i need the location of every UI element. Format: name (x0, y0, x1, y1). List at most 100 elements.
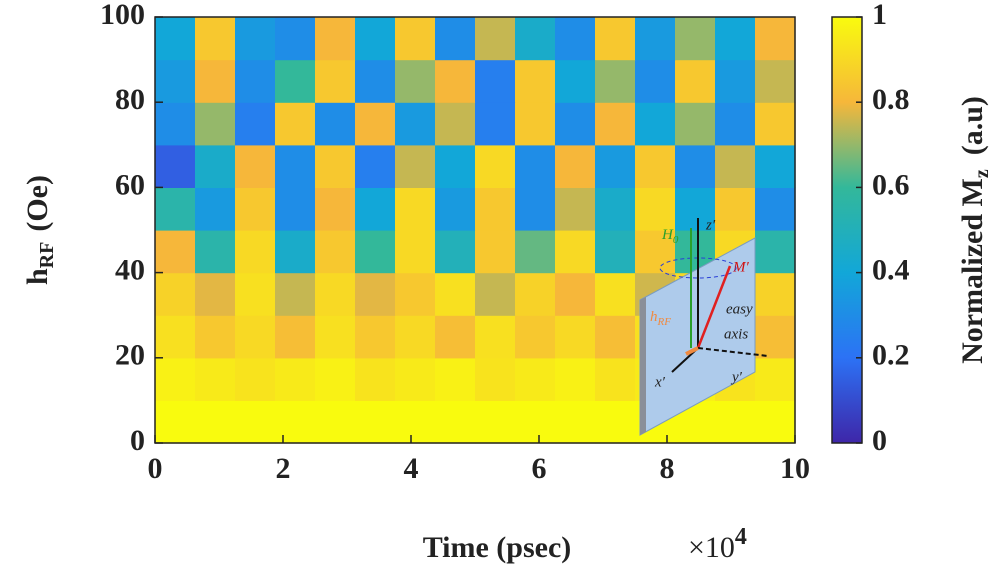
heatmap-cell (555, 17, 596, 61)
heatmap-cell (435, 17, 476, 61)
heatmap-cell (755, 357, 796, 401)
colorbar-label: Normalized Mz (a.u) (956, 96, 993, 364)
heatmap-cell (755, 59, 796, 103)
hrf-label: hRF (650, 309, 671, 327)
heatmap-cell (395, 144, 436, 188)
heatmap-cell (595, 357, 636, 401)
heatmap-cell (755, 102, 796, 146)
x-tick-label: 10 (780, 452, 810, 485)
hrf-sub: RF (657, 316, 672, 328)
m-label: M′ (732, 259, 749, 275)
heatmap-cell (755, 230, 796, 274)
heatmap-cell (315, 357, 356, 401)
heatmap-cell (395, 59, 436, 103)
heatmap-cell (555, 272, 596, 316)
heatmap-cell (155, 17, 196, 61)
heatmap-cell (515, 357, 556, 401)
colorbar (831, 16, 863, 444)
heatmap-cell (275, 357, 316, 401)
plate-edge (640, 297, 646, 435)
colorbar-tick-label: 0.2 (872, 339, 910, 372)
y-label-sub: RF (36, 242, 58, 269)
heatmap-cell (355, 17, 396, 61)
heatmap-cell (195, 144, 236, 188)
colorbar-tick-label: 0.6 (872, 168, 910, 201)
heatmap-cell (235, 187, 276, 231)
heatmap-cell (355, 187, 396, 231)
heatmap-cell (515, 17, 556, 61)
axis-label: axis (724, 326, 748, 342)
heatmap-cell (315, 315, 356, 359)
heatmap-cell (755, 17, 796, 61)
x-tick-label: 4 (404, 452, 419, 485)
heatmap-cell (675, 187, 716, 231)
heatmap-cell (475, 17, 516, 61)
y-tick-label: 80 (115, 83, 145, 116)
x-prime-label: x′ (654, 374, 666, 390)
heatmap-cell (235, 357, 276, 401)
heatmap-cell (235, 272, 276, 316)
heatmap-cell (635, 59, 676, 103)
m-arrow (696, 265, 732, 349)
multiplier-exponent: 4 (735, 524, 747, 550)
heatmap-cell (315, 17, 356, 61)
heatmap-cell (395, 400, 436, 444)
y-axis (697, 347, 769, 357)
heatmap-cell (475, 272, 516, 316)
heatmap-cell (195, 315, 236, 359)
heatmap-cell (315, 230, 356, 274)
heatmap-cell (635, 187, 676, 231)
heatmap-cell (275, 17, 316, 61)
heatmap-cell (595, 102, 636, 146)
heatmap-cell (355, 357, 396, 401)
heatmap-cell (435, 59, 476, 103)
heatmap-cell (155, 144, 196, 188)
heatmap-cell (435, 272, 476, 316)
heatmap-cell (675, 144, 716, 188)
heatmap-cell (595, 144, 636, 188)
easy-label: easy (726, 301, 753, 317)
hrf-arrow (685, 346, 699, 356)
x-tick-label: 2 (276, 452, 291, 485)
y-tick-label: 100 (100, 0, 145, 31)
heatmap-cell (435, 400, 476, 444)
y-axis-label: hRF (Oe) (21, 175, 58, 285)
y-tick-label: 60 (115, 168, 145, 201)
heatmap-cell (315, 102, 356, 146)
heatmap-cell (235, 17, 276, 61)
colorbar-tick-label: 0.4 (872, 253, 910, 286)
heatmap-cell (475, 357, 516, 401)
heatmap-cell (275, 315, 316, 359)
heatmap-cell (475, 59, 516, 103)
heatmap-cell (715, 144, 756, 188)
heatmap-cell (435, 187, 476, 231)
heatmap-cell (315, 272, 356, 316)
heatmap-cell (315, 59, 356, 103)
heatmap-cell (755, 400, 796, 444)
heatmap-cell (195, 400, 236, 444)
heatmap-cell (275, 144, 316, 188)
heatmap-cell (395, 230, 436, 274)
heatmap-cell (395, 102, 436, 146)
heatmap-cell (195, 59, 236, 103)
heatmap-cell (515, 272, 556, 316)
y-tick-label: 40 (115, 253, 145, 286)
heatmap-cell (475, 400, 516, 444)
heatmap-cell (275, 59, 316, 103)
y-prime-label: y′ (730, 369, 743, 385)
heatmap-cell (235, 144, 276, 188)
h0-label: H0 (661, 227, 679, 245)
heatmap-cell (155, 400, 196, 444)
heatmap-cell (275, 230, 316, 274)
heatmap-cell (315, 144, 356, 188)
heatmap-cell (195, 102, 236, 146)
heatmap-cell (435, 144, 476, 188)
heatmap-cell (555, 357, 596, 401)
heatmap-cell (275, 187, 316, 231)
heatmap-cell (355, 59, 396, 103)
heatmap-cell (515, 144, 556, 188)
heatmap-cell (195, 187, 236, 231)
heatmap-cell (195, 272, 236, 316)
h0: H (661, 227, 674, 243)
heatmap-cell (715, 102, 756, 146)
